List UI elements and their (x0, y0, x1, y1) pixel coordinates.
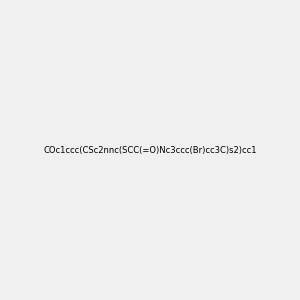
Text: COc1ccc(CSc2nnc(SCC(=O)Nc3ccc(Br)cc3C)s2)cc1: COc1ccc(CSc2nnc(SCC(=O)Nc3ccc(Br)cc3C)s2… (43, 146, 257, 154)
